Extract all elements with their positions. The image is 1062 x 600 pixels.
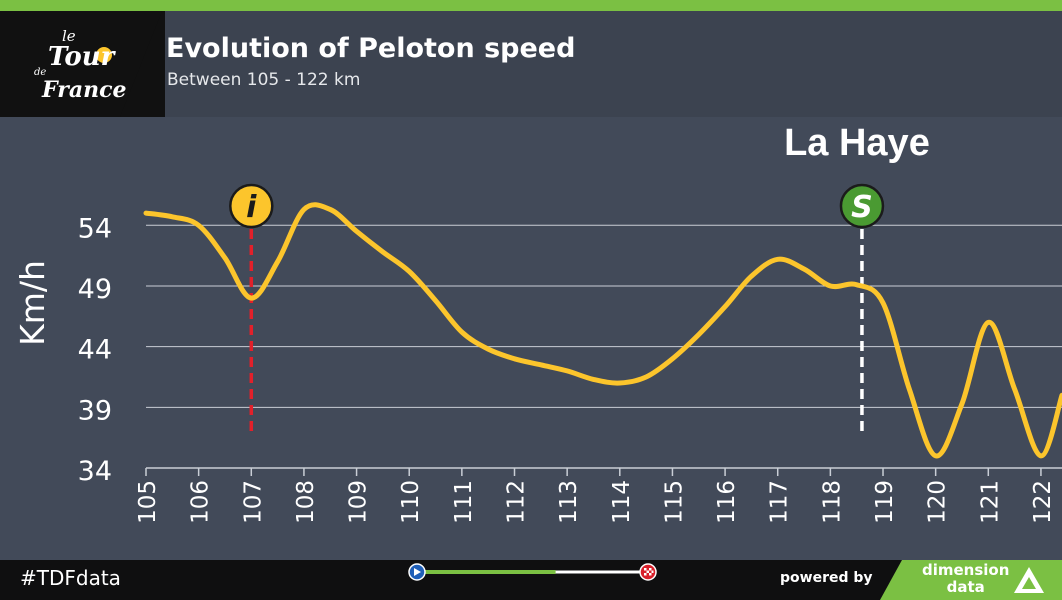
y-tick-label: 49	[78, 274, 112, 305]
logo-de: de	[34, 67, 46, 78]
speed-series-line	[143, 202, 1062, 459]
x-tick-label: 113	[556, 480, 582, 524]
x-tick-label: 114	[609, 480, 635, 524]
x-tick-label: 105	[135, 480, 161, 524]
x-tick-label: 121	[977, 480, 1003, 524]
gridlines	[146, 224, 1062, 469]
brand-line-1: dimension	[922, 561, 1010, 579]
tour-de-france-logo: le Tour de France	[34, 27, 126, 103]
intermediate-marker-label: i	[246, 190, 257, 225]
play-triangle-icon	[414, 568, 421, 576]
y-tick-label: 44	[78, 335, 112, 366]
marker-lines	[249, 229, 864, 437]
y-axis-label: Km/h	[13, 260, 52, 346]
x-tick-label: 110	[398, 480, 424, 524]
x-tick-labels: 105 106 107 108 109 110 111 112 113 114 115 116 117 1…	[135, 480, 1056, 524]
intermediate-marker-icon	[229, 183, 274, 229]
checkered-flag-icon	[644, 568, 654, 576]
page-title: Evolution of Peloton speed	[166, 33, 576, 64]
sprint-marker-label: S	[851, 190, 873, 225]
sprint-place-label: La Haye	[784, 122, 930, 164]
powered-by-text: powered by	[780, 570, 873, 586]
page-subtitle: Between 105 - 122 km	[167, 70, 361, 90]
hashtag: #TDFdata	[20, 566, 121, 590]
x-tick-label: 106	[188, 480, 214, 524]
x-tick-label: 109	[346, 480, 372, 524]
x-axis	[145, 468, 1042, 476]
x-tick-label: 111	[451, 480, 477, 524]
x-tick-label: 117	[767, 480, 793, 524]
y-tick-label: 34	[78, 456, 112, 487]
top-accent-bar	[0, 0, 1062, 11]
logo-slant	[120, 11, 162, 117]
header: le Tour de France Evolution of Peloton s…	[0, 11, 1062, 117]
x-tick-label: 122	[1030, 480, 1056, 524]
x-tick-label: 107	[240, 480, 266, 524]
brand-name: dimension data	[922, 562, 1009, 596]
x-tick-label: 116	[714, 480, 740, 524]
logo-le: le	[62, 27, 76, 45]
x-tick-label: 108	[293, 480, 319, 524]
y-tick-label: 54	[78, 213, 112, 244]
x-tick-label: 118	[819, 480, 845, 524]
y-tick-label: 39	[78, 395, 112, 426]
x-tick-label: 120	[925, 480, 951, 524]
logo-tour: Tour	[48, 42, 117, 72]
x-tick-label: 112	[504, 480, 530, 524]
stage-progress-bar	[408, 563, 657, 581]
y-tick-labels: 34 39 44 49 54	[78, 213, 112, 487]
x-tick-label: 115	[661, 480, 687, 524]
footer: #TDFdata powered by dimension data	[0, 560, 1062, 600]
brand-line-2: data	[946, 578, 985, 596]
logo-sun-icon	[96, 47, 112, 63]
logo-france: France	[41, 77, 126, 103]
x-tick-label: 119	[872, 480, 898, 524]
sprint-marker-icon	[839, 183, 885, 229]
dimension-data-triangle-icon	[1014, 567, 1044, 593]
